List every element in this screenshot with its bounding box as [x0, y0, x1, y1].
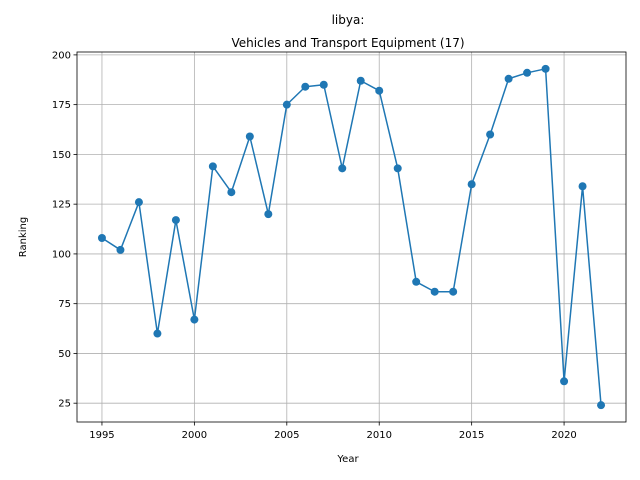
series-line	[101, 68, 602, 406]
data-point	[504, 74, 513, 83]
x-axis-label: Year	[336, 454, 359, 465]
data-point	[227, 188, 236, 197]
y-tick-label: 175	[52, 100, 71, 111]
y-tick-label: 200	[52, 50, 71, 61]
data-point	[578, 182, 587, 191]
data-point	[449, 287, 458, 296]
y-tick-label: 150	[52, 150, 71, 161]
x-tick-label: 1995	[89, 430, 114, 441]
axis-ticks: 1995 2000 2005 2010 2015 2020 25 50 75 100 125 150 1…	[52, 50, 577, 441]
data-point	[301, 82, 310, 91]
x-tick-label: 2010	[367, 430, 392, 441]
y-tick-label: 50	[58, 349, 71, 360]
x-tick-label: 2005	[274, 430, 299, 441]
data-point	[560, 377, 569, 386]
data-point	[319, 80, 328, 89]
y-tick-label: 75	[58, 299, 71, 310]
x-tick-label: 2000	[182, 430, 207, 441]
data-point	[116, 245, 125, 254]
data-point	[134, 198, 143, 207]
y-tick-label: 25	[58, 399, 71, 410]
data-point	[153, 329, 162, 338]
chart-title: libya:	[332, 13, 365, 27]
plot-frame	[76, 51, 627, 423]
chart-subtitle: Vehicles and Transport Equipment (17)	[231, 36, 464, 50]
data-point	[430, 287, 439, 296]
x-tick-label: 2020	[551, 430, 576, 441]
data-point	[393, 164, 402, 173]
data-point	[264, 210, 273, 219]
grid	[77, 52, 626, 422]
data-series	[97, 64, 606, 410]
data-point	[541, 64, 550, 73]
data-point	[523, 68, 532, 77]
y-axis-label: Ranking	[18, 217, 29, 257]
x-tick-label: 2015	[459, 430, 484, 441]
data-point	[467, 180, 476, 189]
data-point	[282, 100, 291, 109]
data-point	[412, 277, 421, 286]
data-point	[190, 315, 199, 324]
data-point	[338, 164, 347, 173]
data-point	[486, 130, 495, 139]
data-point	[171, 216, 180, 225]
data-point	[245, 132, 254, 141]
data-point	[208, 162, 217, 171]
data-point	[97, 233, 106, 242]
data-point	[375, 86, 384, 95]
y-tick-label: 100	[52, 249, 71, 260]
data-point	[356, 76, 365, 85]
y-tick-label: 125	[52, 200, 71, 211]
data-point	[597, 401, 606, 410]
